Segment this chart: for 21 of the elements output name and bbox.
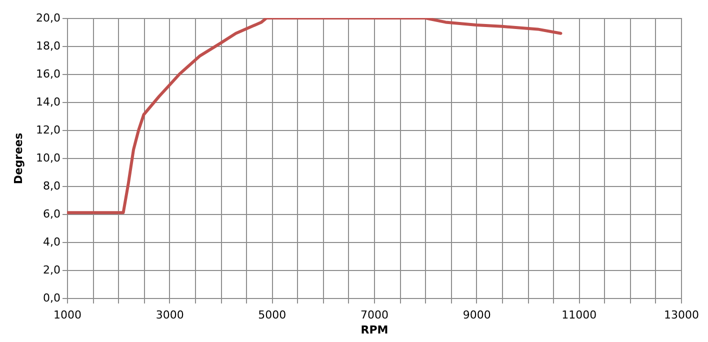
y-axis-title: Degrees (12, 132, 26, 184)
y-tick-label: 2,0 (43, 264, 60, 276)
x-tick-label: 7000 (360, 308, 388, 322)
x-tick-label: 11000 (562, 308, 597, 322)
y-tick-label: 18,0 (36, 40, 60, 52)
x-tick-label: 5000 (258, 308, 286, 322)
x-axis-title: RPM (360, 324, 388, 336)
y-tick-label: 4,0 (43, 236, 60, 248)
y-tick-label: 10,0 (36, 152, 60, 164)
y-tick-label: 8,0 (43, 180, 60, 192)
y-tick-label: 14,0 (36, 96, 60, 108)
x-tick-label: 3000 (156, 308, 184, 322)
x-tick-label: 1000 (54, 308, 82, 322)
x-tick-label: 9000 (462, 308, 491, 322)
y-tick-label: 0,0 (43, 292, 60, 304)
x-tick-label: 13000 (664, 308, 699, 322)
line-series (67, 18, 562, 214)
y-tick-label: 20,0 (36, 12, 60, 24)
y-tick-label: 6,0 (43, 208, 60, 220)
y-tick-label: 12,0 (36, 124, 60, 136)
y-tick-label: 16,0 (36, 68, 60, 80)
